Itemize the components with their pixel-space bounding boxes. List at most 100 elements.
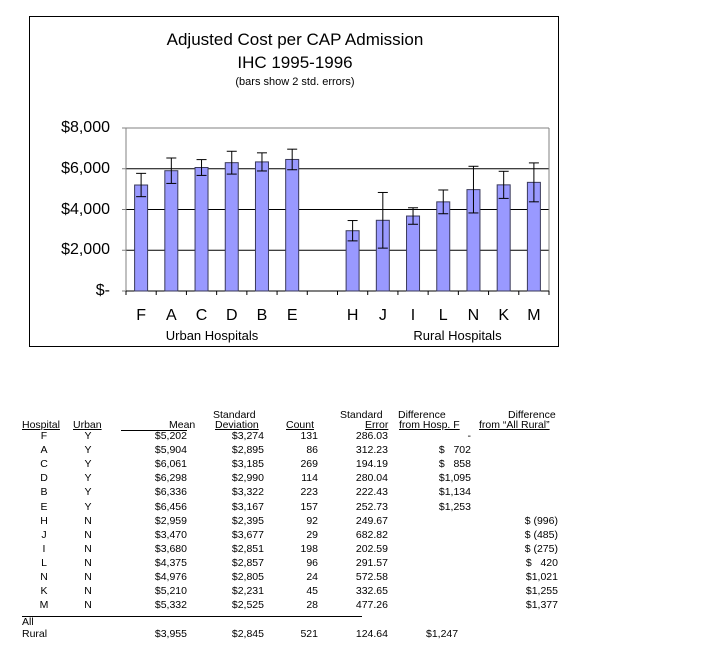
table-cell-diff_r: $ (996) bbox=[524, 514, 558, 527]
chart-title: Adjusted Cost per CAP Admission bbox=[166, 30, 424, 49]
header-mean: Mean bbox=[169, 419, 196, 431]
x-category-label: K bbox=[498, 307, 509, 324]
table-cell-urban: N bbox=[84, 542, 92, 555]
table-cell-sd: $3,185 bbox=[231, 458, 264, 471]
x-group-label-urban: Urban Hospitals bbox=[165, 328, 259, 343]
table-cell-count: 131 bbox=[300, 430, 318, 442]
x-category-label: C bbox=[195, 307, 208, 324]
table-cell-count: 96 bbox=[306, 556, 318, 569]
table-cell-sd: $2,857 bbox=[231, 556, 264, 569]
table-cell-se: 202.59 bbox=[355, 542, 388, 555]
header-sd-bottom: Deviation bbox=[215, 419, 259, 431]
y-tick-label: $8,000 bbox=[61, 119, 110, 136]
y-tick-label: $2,000 bbox=[61, 241, 110, 258]
total-sd: $2,845 bbox=[231, 628, 264, 640]
table-cell-urban: Y bbox=[84, 444, 92, 457]
total-rule bbox=[22, 616, 362, 617]
total-se: 124.64 bbox=[355, 628, 388, 640]
total-mean: $3,955 bbox=[154, 628, 187, 640]
header-diff-f-top: Difference bbox=[398, 409, 446, 421]
table-cell-urban: N bbox=[84, 571, 92, 583]
table-cell-sd: $3,677 bbox=[231, 528, 264, 541]
x-category-label: J bbox=[378, 307, 387, 324]
table-cell-se: 194.19 bbox=[355, 458, 388, 471]
table-cell-mean: $5,332 bbox=[154, 599, 187, 612]
table-cell-se: 286.03 bbox=[355, 430, 388, 442]
table-cell-hospital: J bbox=[41, 528, 47, 541]
table-cell-mean: $4,976 bbox=[154, 571, 187, 583]
table-cell-mean: $5,904 bbox=[154, 444, 187, 457]
table-cell-diff_f: $ 858 bbox=[438, 458, 471, 471]
header-se-bottom: Error bbox=[365, 419, 389, 431]
table-cell-hospital: M bbox=[39, 599, 49, 612]
table-cell-se: 682.82 bbox=[355, 528, 388, 541]
header-se-top: Standard bbox=[340, 409, 383, 421]
table-cell-diff_f: $1,134 bbox=[438, 486, 471, 499]
table-cell-count: 24 bbox=[306, 571, 318, 583]
table-cell-mean: $5,202 bbox=[154, 430, 187, 442]
table-cell-hospital: B bbox=[40, 486, 48, 499]
header-hospital: Hospital bbox=[22, 419, 60, 431]
x-category-label: B bbox=[256, 307, 268, 324]
table-cell-se: 222.43 bbox=[355, 486, 388, 499]
bar-C bbox=[194, 167, 209, 292]
table-cell-hospital: L bbox=[41, 556, 47, 569]
table-cell-sd: $2,895 bbox=[231, 444, 264, 457]
header-count: Count bbox=[286, 419, 315, 431]
bar-K bbox=[496, 184, 511, 292]
table-cell-se: 291.57 bbox=[355, 556, 388, 569]
table-cell-diff_r: $ 420 bbox=[525, 556, 558, 569]
table-cell-sd: $2,805 bbox=[231, 571, 264, 583]
table-cell-mean: $3,680 bbox=[154, 542, 187, 555]
bar-chart-plot bbox=[122, 127, 550, 295]
table-cell-mean: $6,456 bbox=[154, 500, 187, 513]
table-cell-diff_f: $1,095 bbox=[438, 472, 471, 485]
x-category-label: M bbox=[527, 307, 541, 324]
header-diff-r-top: Difference bbox=[508, 409, 556, 421]
table-cell-hospital: C bbox=[40, 458, 48, 471]
chart-frame: Adjusted Cost per CAP Admission IHC 1995… bbox=[29, 16, 559, 347]
y-tick-label: $- bbox=[95, 282, 110, 299]
table-cell-sd: $2,231 bbox=[231, 585, 264, 598]
table-cell-urban: N bbox=[84, 514, 92, 527]
table-cell-mean: $6,061 bbox=[154, 458, 187, 471]
table-cell-urban: Y bbox=[84, 458, 92, 471]
x-category-label: E bbox=[286, 307, 298, 324]
table-cell-sd: $3,274 bbox=[231, 430, 264, 442]
table-cell-diff_f: $ 702 bbox=[438, 444, 471, 457]
table-cell-hospital: A bbox=[40, 444, 48, 457]
table-cell-count: 86 bbox=[306, 444, 318, 457]
bar-I bbox=[406, 215, 421, 292]
bar-L bbox=[436, 201, 451, 292]
table-cell-mean: $6,298 bbox=[154, 472, 187, 485]
table-cell-diff_r: $ (485) bbox=[524, 528, 558, 541]
table-cell-count: 114 bbox=[301, 472, 318, 485]
table-cell-diff_r: $1,255 bbox=[525, 585, 558, 598]
table-cell-sd: $2,395 bbox=[231, 514, 264, 527]
table-cell-hospital: H bbox=[40, 514, 48, 527]
x-category-label: N bbox=[467, 307, 480, 324]
table-cell-hospital: N bbox=[40, 571, 48, 583]
table-cell-urban: N bbox=[84, 599, 92, 612]
y-tick-label: $6,000 bbox=[61, 160, 110, 177]
x-category-label: H bbox=[346, 307, 359, 324]
total-diff-f: $1,247 bbox=[426, 628, 459, 640]
table-cell-se: 477.26 bbox=[355, 599, 388, 612]
table-cell-count: 28 bbox=[306, 599, 318, 612]
table-cell-diff_r: $ (275) bbox=[524, 542, 558, 555]
bar-A bbox=[164, 170, 179, 292]
table-cell-se: 249.67 bbox=[355, 514, 388, 527]
total-label-bottom: Rural bbox=[22, 628, 48, 640]
x-category-label: A bbox=[165, 307, 177, 324]
header-sd-top: Standard bbox=[213, 409, 256, 421]
x-category-label: D bbox=[225, 307, 238, 324]
table-cell-urban: Y bbox=[84, 472, 92, 485]
table-cell-diff_r: $1,021 bbox=[525, 571, 558, 583]
y-tick-label: $4,000 bbox=[61, 201, 110, 218]
bar-E bbox=[285, 158, 300, 292]
table-cell-sd: $2,851 bbox=[231, 542, 264, 555]
total-count: 521 bbox=[300, 628, 318, 640]
bar-B bbox=[254, 161, 269, 292]
table-cell-count: 29 bbox=[306, 528, 318, 541]
bar-F bbox=[134, 184, 149, 292]
